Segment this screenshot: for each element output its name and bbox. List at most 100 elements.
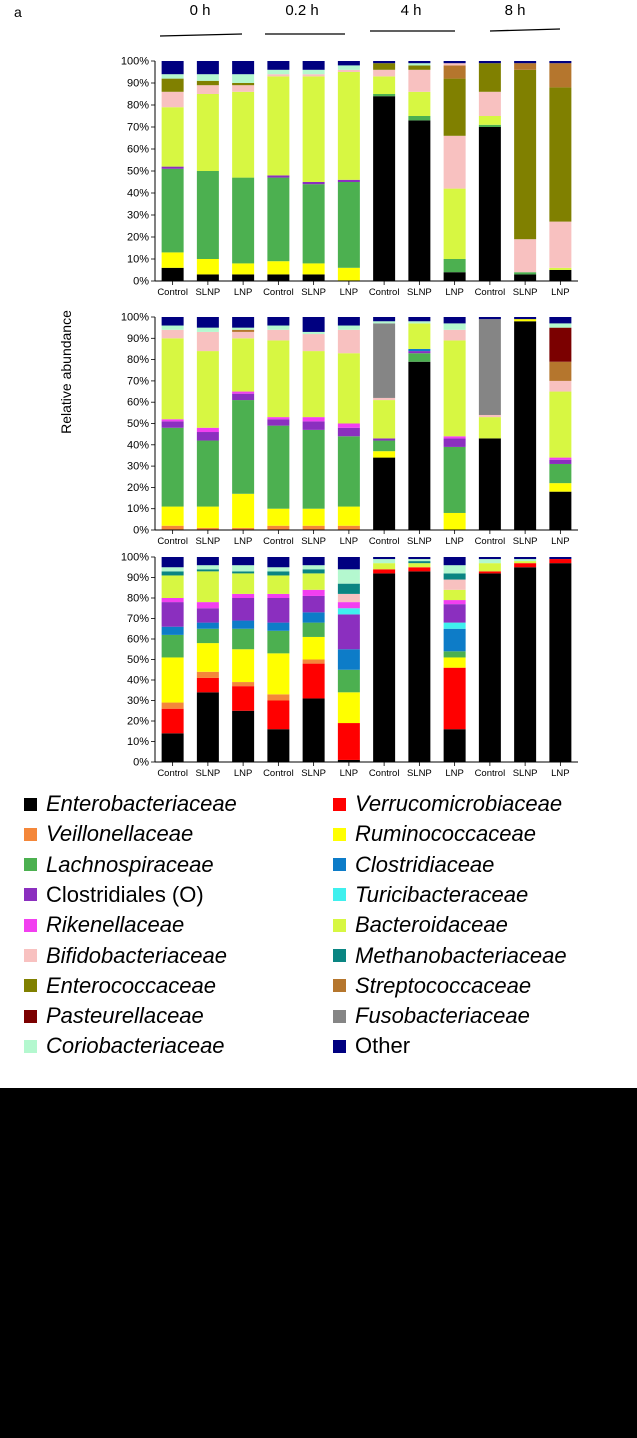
bar-segment-clostridiales [302,595,325,613]
bar-segment-clostridiaceae [267,622,290,631]
bar-segment-bifidobacteriaceae [373,69,396,77]
bar-segment-clostridiales [267,598,290,623]
bar-segment-bacteroidaceae [196,94,219,171]
bar-5 [302,61,325,281]
legend-swatch [333,979,346,993]
x-tick-label: LNP [445,768,463,779]
bar-segment-methanobacteriaceae [408,561,431,564]
bar-segment-enterobacteriaceae [408,571,431,762]
legend-item-turicibacteraceae: Turicibacteraceae [333,881,528,909]
bar-1 [161,557,184,762]
bar-segment-methanobacteriaceae [302,569,325,574]
bar-segment-ruminococcaceae [549,483,572,492]
bar-10 [478,317,501,530]
bar-segment-lachnospiraceae [267,630,290,654]
x-tick-label: LNP [445,536,463,547]
bar-7 [373,317,396,530]
bar-segment-lachnospiraceae [161,427,184,507]
bar-segment-ruminococcaceae [337,692,360,724]
bar-segment-enterococcaceae [408,65,431,70]
x-tick-label: Control [263,536,294,547]
bar-segment-ruminococcaceae [267,261,290,275]
y-tick-label: 80% [127,354,149,366]
bar-segment-streptococcaceae [549,63,572,88]
y-tick-label: 40% [127,188,149,200]
y-tick-label: 10% [127,254,149,266]
bar-segment-bifidobacteriaceae [161,91,184,108]
bar-segment-verrucomicrobiaceae [302,663,325,699]
bar-segment-coriobacteriaceae [302,69,325,75]
legend-label: Verrucomicrobiaceae [355,791,563,816]
legend-item-rikenellaceae: Rikenellaceae [24,911,184,939]
bar-segment-enterobacteriaceae [373,96,396,281]
bar-segment-ruminococcaceae [267,508,290,526]
bar-segment-enterobacteriaceae [478,438,501,530]
bar-segment-clostridiales [302,182,325,185]
bar-segment-enterobacteriaceae [337,759,360,762]
bar-segment-ruminococcaceae [337,506,360,526]
y-tick-label: 40% [127,439,149,451]
bar-segment-coriobacteriaceae [302,331,325,335]
bar-segment-veillonellaceae [161,702,184,709]
bar-segment-coriobacteriaceae [196,327,219,332]
bar-segment-ruminococcaceae [373,451,396,458]
bar-segment-other [302,557,325,566]
bar-segment-coriobacteriaceae [443,565,466,574]
bar-2 [196,557,219,762]
y-tick-label: 100% [121,56,149,68]
legend-item-enterococcaceae: Enterococcaceae [24,972,216,1000]
bar-segment-ruminococcaceae [302,636,325,660]
bar-3 [232,557,255,762]
bar-segment-lachnospiraceae [232,400,255,494]
legend-label: Turicibacteraceae [355,881,529,907]
bar-segment-coriobacteriaceae [337,65,360,70]
y-tick-label: 10% [127,503,149,515]
y-tick-label: 50% [127,654,149,666]
bar-segment-veillonellaceae [196,527,219,530]
bar-segment-bacteroidaceae [478,116,501,125]
x-tick-label: SLNP [195,768,220,779]
x-tick-label: LNP [551,768,569,779]
bar-segment-coriobacteriaceae [478,559,501,564]
legend-item-enterobacteriaceae: Enterobacteriaceae [24,790,237,818]
bar-9 [443,317,466,530]
legend-label: Bifidobacteriaceae [46,942,228,968]
bar-segment-enterobacteriaceae [549,491,572,530]
bar-segment-lachnospiraceae [549,463,572,484]
bar-12 [549,61,572,281]
bar-segment-other [478,557,501,560]
timepoint-label-8h: 8 h [504,2,526,19]
y-tick-label: 100% [121,312,149,324]
bar-segment-ruminococcaceae [267,653,290,695]
legend-swatch [333,1039,346,1053]
y-tick-label: 60% [127,634,149,646]
bar-segment-bifidobacteriaceae [196,331,219,352]
bar-segment-bacteroidaceae [196,571,219,603]
bar-segment-lachnospiraceae [196,628,219,644]
legend-item-methanobacteriaceae: Methanobacteriaceae [333,942,567,970]
x-tick-label: Control [475,768,506,779]
bar-segment-bacteroidaceae [408,563,431,568]
bar-segment-ruminococcaceae [232,649,255,683]
bar-segment-methanobacteriaceae [337,583,360,594]
legend-swatch [24,797,37,811]
bar-segment-other [514,61,537,64]
x-tick-label: SLNP [407,536,432,547]
bar-segment-rikenellaceae [232,391,255,394]
bar-segment-enterobacteriaceae [408,120,431,282]
bar-segment-coriobacteriaceae [196,565,219,570]
bar-segment-coriobacteriaceae [232,327,255,330]
bar-4 [267,61,290,281]
y-tick-label: 50% [127,166,149,178]
legend-item-ruminococcaceae: Ruminococcaceae [333,820,536,848]
bar-segment-verrucomicrobiaceae [443,667,466,730]
timepoint-rule-8h [489,28,561,32]
bar-6 [337,557,360,762]
bar-segment-ruminococcaceae [302,263,325,275]
x-tick-label: Control [369,536,400,547]
bar-segment-other [196,557,219,566]
bar-segment-other [196,317,219,328]
bar-segment-verrucomicrobiaceae [161,708,184,734]
bar-segment-bacteroidaceae [514,561,537,564]
legend-swatch [24,1039,37,1053]
